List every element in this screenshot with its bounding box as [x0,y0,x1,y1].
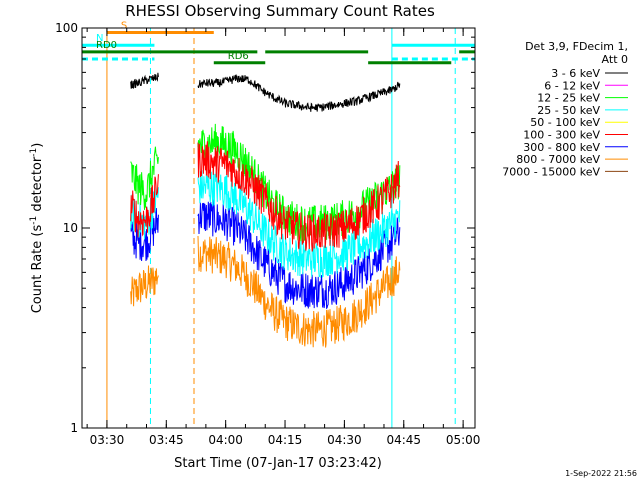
state-bar-label: RD6 [228,51,249,62]
data-layer [81,28,456,428]
x-tick-label: 04:00 [208,433,243,447]
legend-label: 50 - 100 keV [530,116,600,129]
x-tick-label: 03:30 [90,433,125,447]
x-tick-label: 05:00 [446,433,481,447]
x-tick-label: 03:45 [149,433,184,447]
state-bar-label: RD0 [96,40,117,51]
series-line [130,72,159,90]
axis-ticks: 03:30 03:45 04:00 04:15 04:30 04:45 05:00 1 10 10… [55,21,480,447]
y-tick-label: 100 [55,21,78,35]
series-line [130,174,159,238]
legend-header: Att 0 [602,53,628,66]
x-axis-label: Start Time (07-Jan-17 03:23:42) [174,456,382,471]
legend-label: 300 - 800 keV [523,141,600,154]
x-tick-label: 04:15 [268,433,303,447]
footer-timestamp: 1-Sep-2022 21:56 [565,469,637,478]
series-line [197,235,401,348]
series-line [197,199,401,310]
y-axis-label: Count Rate (s-1 detector-1) [29,143,45,314]
x-tick-label: 04:45 [386,433,421,447]
series-line [197,141,401,252]
state-bar-label: S [121,20,127,31]
legend-label: 100 - 300 keV [523,129,600,142]
series-line [130,265,159,307]
x-tick-label: 04:30 [327,433,362,447]
series-line [130,146,159,210]
legend-label: 6 - 12 keV [544,79,600,92]
y-tick-label: 1 [70,421,78,435]
legend-label: 25 - 50 keV [537,104,600,117]
state-bar-label: N [96,33,103,44]
legend-header: Det 3,9, FDecim 1, [525,40,628,53]
y-tick-label: 10 [63,221,78,235]
series-line [197,74,401,112]
legend-label: 7000 - 15000 keV [502,165,600,178]
legend-label: 800 - 7000 keV [516,153,600,166]
chart-title: RHESSI Observing Summary Count Rates [125,2,435,20]
legend-label: 3 - 6 keV [551,67,600,80]
legend-label: 12 - 25 keV [537,92,600,105]
